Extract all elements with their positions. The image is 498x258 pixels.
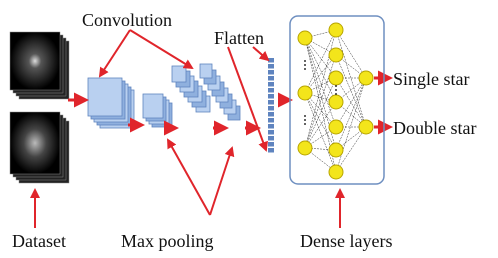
neuron bbox=[329, 23, 343, 37]
flatten-cell bbox=[268, 64, 274, 69]
arrow bbox=[130, 30, 192, 68]
flatten-label: Flatten bbox=[214, 28, 264, 48]
ellipsis-dot bbox=[335, 93, 337, 95]
connection bbox=[336, 55, 366, 127]
diagram: Convolution Flatten Single star Double s… bbox=[0, 0, 498, 258]
ellipsis-dot bbox=[304, 64, 306, 66]
arrow bbox=[168, 140, 210, 215]
double-star-label: Double star bbox=[393, 118, 476, 138]
flatten-cell bbox=[268, 70, 274, 75]
flatten-cell bbox=[268, 58, 274, 63]
neuron bbox=[329, 120, 343, 134]
neuron bbox=[298, 86, 312, 100]
convolution-label: Convolution bbox=[82, 10, 172, 30]
flatten-cell bbox=[268, 130, 274, 135]
flatten-cell bbox=[268, 88, 274, 93]
flatten-cell bbox=[268, 148, 274, 153]
flatten-cell bbox=[268, 82, 274, 87]
arrow bbox=[228, 47, 266, 150]
dataset-label: Dataset bbox=[12, 231, 66, 251]
flatten-cell bbox=[268, 100, 274, 105]
ellipsis-dot bbox=[304, 119, 306, 121]
neuron bbox=[359, 120, 373, 134]
flatten-cell bbox=[268, 124, 274, 129]
shapes bbox=[10, 23, 390, 228]
ellipsis-dot bbox=[304, 115, 306, 117]
arrow bbox=[100, 30, 130, 76]
flatten-cell bbox=[268, 94, 274, 99]
neuron bbox=[329, 71, 343, 85]
neuron bbox=[329, 95, 343, 109]
flatten-cell bbox=[268, 76, 274, 81]
dense-layers-label: Dense layers bbox=[300, 231, 392, 251]
flatten-cell bbox=[268, 118, 274, 123]
neuron bbox=[359, 71, 373, 85]
feature-map bbox=[200, 64, 212, 78]
ellipsis-dot bbox=[335, 85, 337, 87]
max-pooling-label: Max pooling bbox=[121, 231, 214, 251]
flatten-cell bbox=[268, 136, 274, 141]
ellipsis-dot bbox=[304, 60, 306, 62]
feature-map bbox=[143, 94, 163, 118]
ellipsis-dot bbox=[304, 68, 306, 70]
single-star-label: Single star bbox=[393, 69, 470, 89]
neuron bbox=[298, 31, 312, 45]
flatten-cell bbox=[268, 106, 274, 111]
arrow bbox=[253, 47, 268, 60]
connection bbox=[336, 78, 366, 150]
feature-map bbox=[172, 66, 186, 82]
feature-map bbox=[88, 78, 122, 116]
neuron bbox=[329, 165, 343, 179]
neuron bbox=[329, 143, 343, 157]
flatten-cell bbox=[268, 142, 274, 147]
neuron bbox=[298, 141, 312, 155]
flatten-cell bbox=[268, 112, 274, 117]
ellipsis-dot bbox=[335, 89, 337, 91]
arrow bbox=[210, 148, 232, 215]
dataset-image bbox=[10, 112, 60, 174]
dataset-image bbox=[10, 32, 60, 90]
neuron bbox=[329, 48, 343, 62]
ellipsis-dot bbox=[304, 123, 306, 125]
